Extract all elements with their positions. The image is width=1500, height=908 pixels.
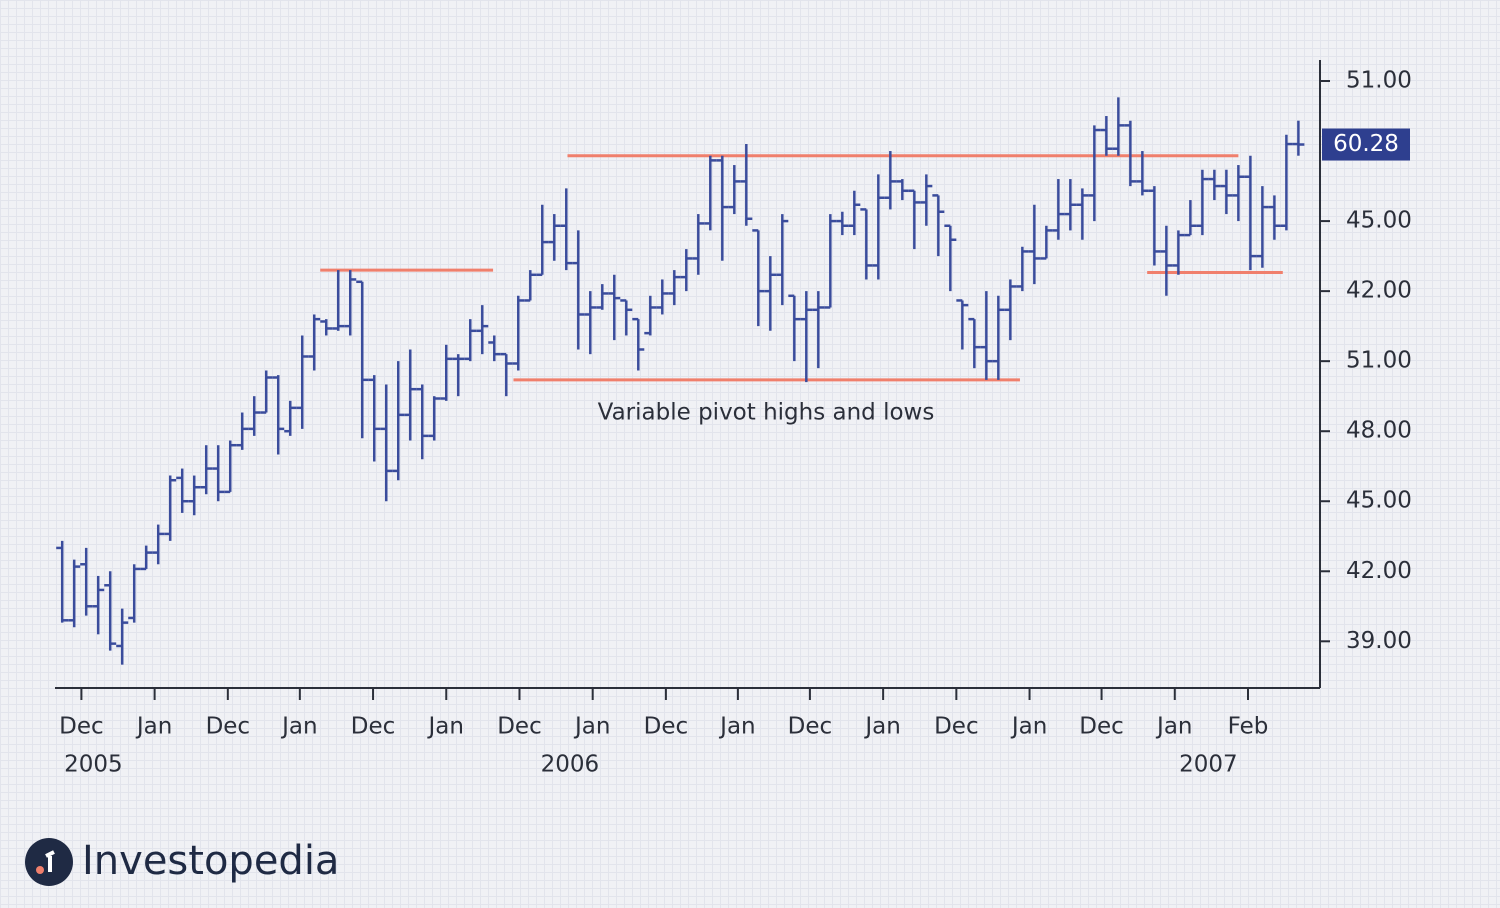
x-tick-label: Dec [934, 714, 979, 740]
logo-dot [36, 866, 44, 874]
x-tick-label: Jan [718, 714, 755, 740]
x-tick-label: Jan [135, 714, 172, 740]
last-price-badge [1322, 128, 1410, 161]
x-tick-label: Dec [351, 714, 396, 740]
y-tick-label: 45.00 [1346, 488, 1412, 514]
x-tick-label: Jan [1010, 714, 1047, 740]
x-tick-label: Jan [863, 714, 900, 740]
y-tick-label: 42.00 [1346, 558, 1412, 584]
x-tick-label: Dec [644, 714, 689, 740]
logo: Investopedia [25, 838, 339, 886]
last-price-label: 60.28 [1333, 131, 1399, 157]
x-tick-label: Jan [1155, 714, 1192, 740]
y-tick-label: 51.00 [1346, 348, 1412, 374]
x-tick-label: Jan [280, 714, 317, 740]
y-tick-label: 42.00 [1346, 278, 1412, 304]
y-tick-label: 45.00 [1346, 208, 1412, 234]
x-tick-label: Jan [573, 714, 610, 740]
y-tick-label: 51.00 [1346, 68, 1412, 94]
logo-mark [45, 850, 55, 872]
y-tick-label: 39.00 [1346, 628, 1412, 654]
x-tick-label: Dec [206, 714, 251, 740]
y-tick-label: 48.00 [1346, 418, 1412, 444]
x-tick-label: Dec [497, 714, 542, 740]
x-tick-label: Jan [427, 714, 464, 740]
x-tick-label: Dec [1079, 714, 1124, 740]
year-label: 2005 [64, 752, 123, 778]
annotation: Variable pivot highs and lows [598, 400, 935, 426]
x-tick-label: Dec [788, 714, 833, 740]
logo-text: Investopedia [82, 838, 339, 884]
year-label: 2007 [1179, 752, 1238, 778]
x-tick-label: Feb [1228, 714, 1269, 740]
x-tick-label: Dec [59, 714, 104, 740]
year-label: 2006 [541, 752, 600, 778]
